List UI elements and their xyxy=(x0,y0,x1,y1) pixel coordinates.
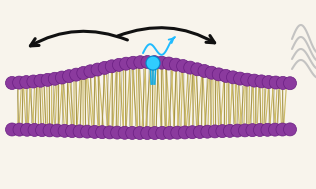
Circle shape xyxy=(105,60,118,73)
Circle shape xyxy=(134,56,147,69)
Circle shape xyxy=(126,126,139,139)
Circle shape xyxy=(77,67,90,80)
Circle shape xyxy=(223,124,236,137)
Circle shape xyxy=(36,124,49,137)
Circle shape xyxy=(186,126,199,139)
Circle shape xyxy=(127,56,140,69)
Circle shape xyxy=(5,77,19,89)
Circle shape xyxy=(269,123,282,136)
Circle shape xyxy=(212,68,225,81)
Circle shape xyxy=(96,126,109,139)
Circle shape xyxy=(112,58,125,71)
Circle shape xyxy=(246,124,259,137)
Circle shape xyxy=(58,124,71,137)
Circle shape xyxy=(21,123,33,136)
Circle shape xyxy=(283,123,296,136)
Circle shape xyxy=(253,123,266,136)
Circle shape xyxy=(261,123,274,136)
Circle shape xyxy=(111,126,124,139)
Circle shape xyxy=(241,73,254,86)
Circle shape xyxy=(198,64,211,77)
Circle shape xyxy=(163,126,176,139)
Circle shape xyxy=(41,73,54,86)
Circle shape xyxy=(119,57,132,70)
Circle shape xyxy=(205,66,218,79)
Circle shape xyxy=(27,75,40,88)
Circle shape xyxy=(66,125,79,138)
Circle shape xyxy=(184,61,197,74)
Circle shape xyxy=(162,57,175,70)
Circle shape xyxy=(248,74,261,87)
Circle shape xyxy=(208,125,222,138)
Circle shape xyxy=(231,124,244,137)
Circle shape xyxy=(177,60,190,73)
Circle shape xyxy=(171,126,184,139)
Circle shape xyxy=(178,126,191,139)
Circle shape xyxy=(156,126,169,139)
Circle shape xyxy=(276,76,289,89)
Circle shape xyxy=(84,65,97,78)
Circle shape xyxy=(5,123,19,136)
Circle shape xyxy=(193,125,206,138)
Circle shape xyxy=(148,56,161,69)
Circle shape xyxy=(70,68,83,81)
Circle shape xyxy=(141,126,154,139)
Circle shape xyxy=(73,125,86,138)
Circle shape xyxy=(20,76,33,89)
Circle shape xyxy=(91,63,104,76)
Circle shape xyxy=(28,123,41,136)
Circle shape xyxy=(88,125,101,138)
Circle shape xyxy=(219,69,232,82)
Circle shape xyxy=(13,123,26,136)
Circle shape xyxy=(141,56,154,68)
Circle shape xyxy=(255,75,268,88)
Circle shape xyxy=(216,125,229,138)
Circle shape xyxy=(276,123,289,136)
Circle shape xyxy=(201,125,214,138)
Circle shape xyxy=(283,77,296,90)
Circle shape xyxy=(34,74,47,87)
Circle shape xyxy=(227,71,240,84)
Circle shape xyxy=(103,126,116,139)
Circle shape xyxy=(148,126,161,139)
Circle shape xyxy=(191,63,204,76)
Circle shape xyxy=(43,124,56,137)
Circle shape xyxy=(262,76,275,88)
Circle shape xyxy=(51,124,64,137)
Circle shape xyxy=(238,124,252,137)
Circle shape xyxy=(146,56,160,70)
Circle shape xyxy=(13,76,26,89)
Circle shape xyxy=(81,125,94,138)
Circle shape xyxy=(155,56,168,69)
Circle shape xyxy=(234,72,246,85)
Circle shape xyxy=(169,58,182,71)
Circle shape xyxy=(118,126,131,139)
Circle shape xyxy=(55,71,68,84)
Circle shape xyxy=(48,72,61,85)
Circle shape xyxy=(269,76,282,89)
Circle shape xyxy=(63,70,76,83)
Circle shape xyxy=(133,126,146,139)
Circle shape xyxy=(98,61,111,74)
